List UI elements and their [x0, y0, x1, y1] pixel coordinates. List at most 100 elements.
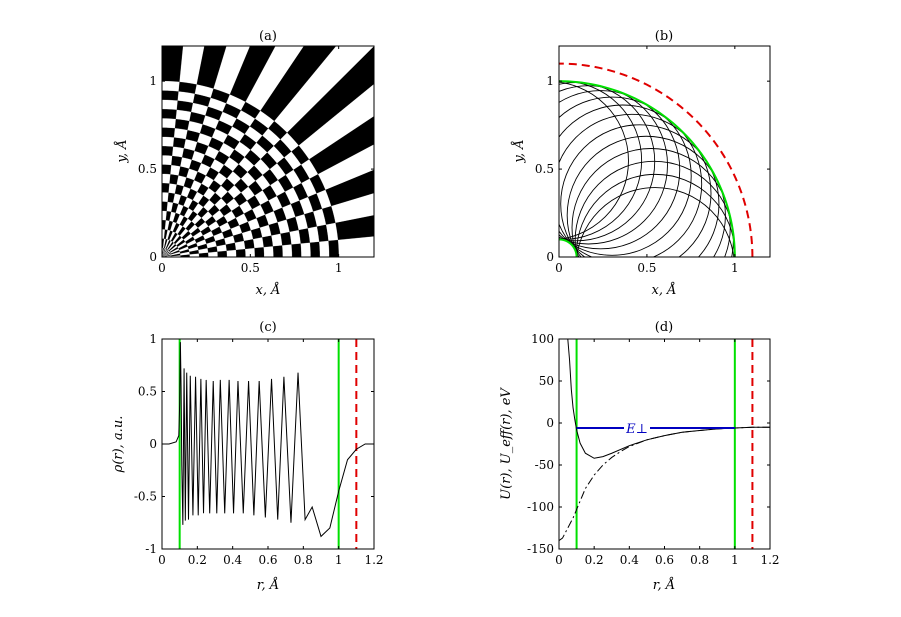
trajectory-loop — [571, 148, 731, 257]
panel-d-plot-area — [559, 339, 770, 549]
panel-b-ytick-label: 0.5 — [535, 162, 554, 176]
panel-d-xtick-label: 0 — [555, 553, 563, 567]
checker-cell — [162, 99, 178, 110]
panel-b-xtick-label: 1 — [731, 261, 739, 275]
checker-cell — [170, 155, 183, 167]
panel-c-xtick-label: 0.6 — [258, 553, 277, 567]
panel-a-ytick-label: 1 — [149, 74, 157, 88]
checker-cell — [226, 249, 237, 257]
panel-a-pattern — [162, 46, 374, 257]
checker-cell — [162, 90, 179, 101]
panel-d-title: (d) — [655, 320, 673, 335]
panel-c-xtick-label: 1 — [335, 553, 343, 567]
panel-c-plot-area — [162, 339, 374, 549]
panel-d-xtick-label: 0.4 — [620, 553, 639, 567]
panel-c-ytick-label: -0.5 — [134, 490, 157, 504]
outer-boundary-arc — [559, 62, 754, 257]
panel-d-ytick-label: 50 — [539, 374, 554, 388]
panel-b-xtick-label: 0.5 — [637, 261, 656, 275]
panel-b-ticks: 0 0.5 1 0 0.5 1 — [535, 46, 770, 275]
panel-b-title: (b) — [655, 29, 673, 44]
checker-cell — [262, 235, 274, 248]
panel-c-ytick-label: 0.5 — [138, 385, 157, 399]
checker-cell — [162, 182, 170, 193]
panel-c-ytick-label: 0 — [149, 437, 157, 451]
energy-level-label: E⊥ — [625, 422, 648, 437]
panel-a: (a) 0 0.5 1 0 0.5 1 x, Å y, Å — [114, 29, 375, 298]
panel-d-xtick-label: 1.2 — [760, 553, 779, 567]
energy-level-label-box: E⊥ — [624, 420, 650, 437]
panel-d-ticks: 0 0.2 0.4 0.6 0.8 1 1.2 -150 -100 -50 0 50 100 — [527, 332, 780, 567]
panel-d-xlabel: r, Å — [653, 577, 675, 593]
panel-a-xtick-label: 0 — [158, 261, 166, 275]
trajectory-loop — [559, 81, 629, 240]
trajectory-loop — [559, 104, 703, 257]
panel-d-ytick-label: 100 — [531, 332, 554, 346]
panel-a-plot-area — [162, 46, 374, 257]
checker-cell — [162, 201, 168, 212]
channel-arc — [559, 238, 578, 257]
panel-c-xlabel: r, Å — [257, 577, 279, 593]
checker-cell — [162, 145, 174, 156]
checker-cell — [162, 136, 175, 147]
panel-a-frame — [161, 45, 375, 258]
panel-c-xtick-label: 0.4 — [223, 553, 242, 567]
panel-b-xlabel: x, Å — [652, 282, 677, 298]
trajectory-loop — [559, 113, 712, 257]
checker-cell — [162, 127, 175, 138]
panel-b-plot-area — [559, 62, 754, 257]
trajectory-loop — [559, 96, 692, 256]
checker-cell — [162, 81, 180, 92]
panel-b-ytick-label: 1 — [546, 74, 554, 88]
checker-cell — [300, 242, 311, 257]
checker-cell — [162, 192, 169, 202]
trajectory-loop — [560, 124, 720, 257]
panel-d-xtick-label: 0.8 — [690, 553, 709, 567]
checker-cell — [162, 210, 167, 221]
panel-b-curves — [559, 62, 754, 257]
potential-curve — [559, 426, 770, 542]
panel-a-ylabel: y, Å — [114, 139, 130, 163]
checker-cell — [254, 246, 265, 257]
panel-d-ytick-label: -50 — [535, 458, 554, 472]
checker-cell — [291, 243, 302, 257]
panel-c-xtick-label: 0 — [158, 553, 166, 567]
panel-c-xtick-label: 0.2 — [188, 553, 207, 567]
panel-d-ytick-label: 0 — [546, 416, 554, 430]
panel-d: (d) 0 0.2 0.4 0.6 0.8 1 1.2 -150 -100 -50 0 50 100 r… — [499, 320, 780, 593]
checker-cell — [319, 240, 330, 257]
checker-cell — [263, 245, 274, 257]
panel-b-ylabel: y, Å — [511, 139, 527, 163]
panel-a-xtick-label: 1 — [335, 261, 343, 275]
checker-cell — [172, 137, 186, 149]
panel-d-xtick-label: 0.6 — [655, 553, 674, 567]
trajectory-loop — [566, 135, 726, 257]
panel-d-frame — [558, 338, 771, 550]
checker-cell — [217, 250, 228, 257]
panel-d-curves — [559, 339, 770, 549]
checker-cell — [328, 239, 339, 257]
effective-potential-curve — [567, 339, 770, 459]
checker-cell — [271, 233, 283, 247]
panel-c-xtick-label: 0.8 — [294, 553, 313, 567]
panel-c: (c) 0 0.2 0.4 0.6 0.8 1 1.2 -1 -0.5 0 0.5 1 r, Å ρ(… — [111, 320, 384, 593]
panel-a-ticks: 0 0.5 1 0 0.5 1 — [138, 46, 374, 275]
checker-cell — [282, 244, 293, 257]
panel-a-title: (a) — [259, 29, 277, 44]
trajectory-loop — [559, 85, 668, 245]
checker-cell — [235, 248, 246, 257]
panel-d-xtick-label: 0.2 — [585, 553, 604, 567]
channel-arc — [559, 80, 736, 257]
checker-cell — [162, 173, 171, 184]
panel-a-ytick-label: 0 — [149, 250, 157, 264]
panel-c-ticks: 0 0.2 0.4 0.6 0.8 1 1.2 -1 -0.5 0 0.5 1 — [134, 332, 384, 567]
panel-d-ytick-label: -150 — [527, 542, 554, 556]
panel-c-ytick-label: -1 — [145, 542, 157, 556]
panel-b: (b) 0 0.5 1 0 0.5 1 x, Å y, Å — [511, 29, 771, 298]
trajectory-loop — [576, 187, 735, 257]
panel-b-ytick-label: 0 — [546, 250, 554, 264]
checker-cell — [309, 241, 321, 257]
panel-c-ylabel: ρ(r), a.u. — [111, 416, 126, 474]
panel-d-xtick-label: 1 — [731, 553, 739, 567]
